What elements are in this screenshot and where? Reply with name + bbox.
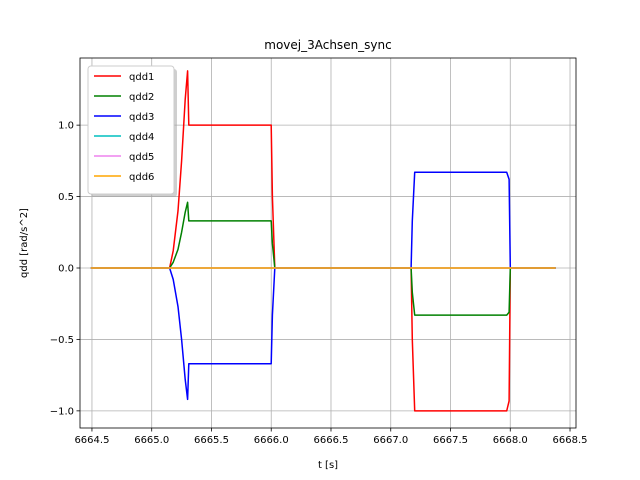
x-tick-label: 6665.0 [134, 435, 169, 446]
y-tick-label: 0.0 [58, 264, 74, 275]
y-tick-label: −1.0 [50, 406, 74, 417]
series-line-qdd3 [90, 171, 556, 401]
legend-label: qdd6 [129, 172, 154, 183]
x-tick-label: 6664.5 [74, 435, 109, 446]
x-tick-label: 6666.0 [254, 435, 289, 446]
series-line-qdd1 [90, 70, 556, 412]
legend-label: qdd4 [129, 132, 154, 143]
legend-label: qdd1 [129, 72, 154, 83]
x-tick-label: 6668.0 [493, 435, 528, 446]
legend-label: qdd2 [129, 92, 154, 103]
legend: qdd1 qdd2 qdd3 qdd4 qdd5 qdd6 [87, 65, 177, 197]
axes-frame [79, 57, 577, 429]
x-axis-label: t [s] [318, 460, 338, 471]
legend-label: qdd5 [129, 152, 154, 163]
chart-title: movej_3Achsen_sync [264, 38, 391, 52]
y-axis-label: qdd [rad/s^2] [19, 208, 30, 278]
legend-box [87, 65, 175, 195]
series-lines [90, 70, 556, 412]
y-tick-label: 0.5 [58, 192, 74, 203]
x-tick-label: 6667.5 [433, 435, 468, 446]
x-tick-label: 6667.0 [373, 435, 408, 446]
legend-label: qdd3 [129, 112, 154, 123]
series-line-qdd2 [90, 201, 556, 316]
x-tick-label: 6666.5 [313, 435, 348, 446]
y-tick-label: 1.0 [58, 121, 74, 132]
x-tick-label: 6668.5 [553, 435, 588, 446]
ticks: 6664.5 6665.0 6665.5 6666.0 6666.5 6667.0 6667… [50, 121, 588, 446]
y-tick-label: −0.5 [50, 335, 74, 346]
x-tick-label: 6665.5 [194, 435, 229, 446]
